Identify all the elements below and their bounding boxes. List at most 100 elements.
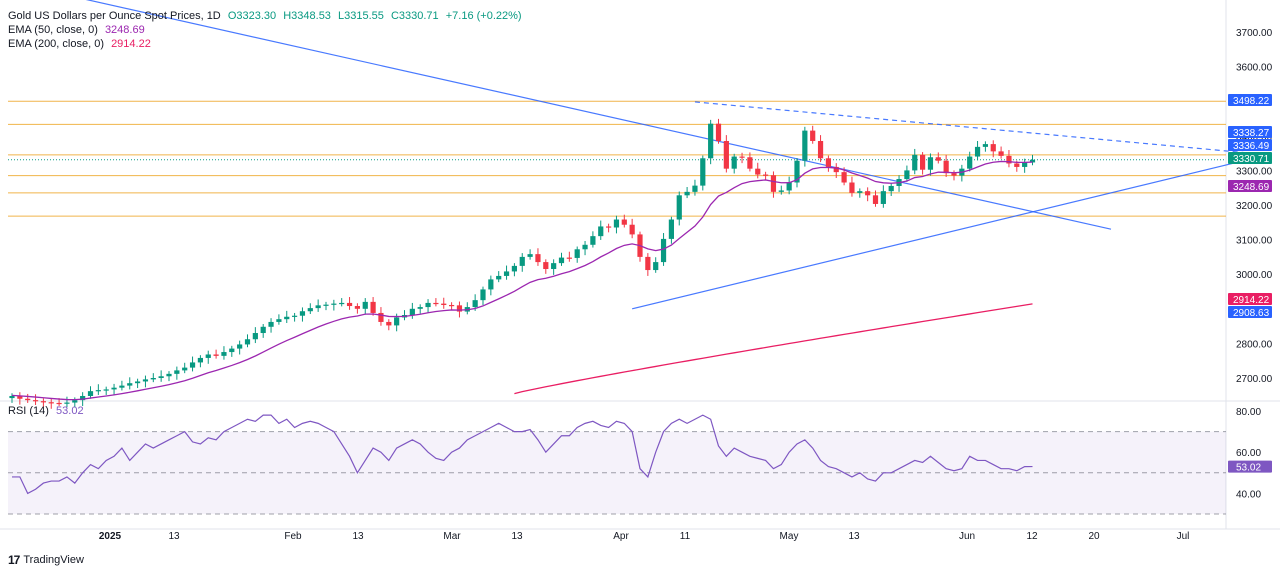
rsi-tick-label: 80.00 xyxy=(1236,407,1261,418)
candle-body xyxy=(786,182,792,191)
ohlc-open: O3323.30 xyxy=(227,10,277,22)
candle-body xyxy=(142,379,149,382)
price-tick-label: 3700.00 xyxy=(1236,28,1273,39)
candlestick-series xyxy=(9,118,1036,409)
time-tick-label: Jul xyxy=(1177,531,1190,542)
price-badge xyxy=(1228,293,1272,305)
candle-body xyxy=(362,301,368,309)
candle-body xyxy=(982,144,988,147)
candle-body xyxy=(197,357,203,363)
time-tick-label: 13 xyxy=(511,531,523,542)
candle-body xyxy=(48,402,54,404)
candle-body xyxy=(441,303,447,305)
rsi-badge xyxy=(1228,460,1272,473)
candle-body xyxy=(32,400,39,402)
candle-body xyxy=(645,256,651,271)
candle-body xyxy=(802,130,808,161)
candle-body xyxy=(166,373,172,377)
candle-body xyxy=(40,401,46,403)
rsi-series xyxy=(8,414,1226,515)
price-tick-label: 3300.00 xyxy=(1236,166,1273,177)
rsi-badge-label: 53.02 xyxy=(1236,463,1261,474)
candle-body xyxy=(723,140,729,169)
candle-body xyxy=(331,303,337,305)
ema200-legend: EMA (200, close, 0) 2914.22 xyxy=(8,38,151,51)
tradingview-brand: TradingView xyxy=(23,554,84,566)
candle-body xyxy=(904,170,910,180)
price-tick-label: 3000.00 xyxy=(1236,270,1273,281)
ema-series xyxy=(11,160,1033,401)
main-legend: Gold US Dollars per Ounce Spot Prices, 1… xyxy=(8,10,522,23)
rsi-tick-label: 40.00 xyxy=(1236,489,1261,500)
time-tick-label: 13 xyxy=(352,531,364,542)
candle-body xyxy=(17,395,23,399)
candle-body xyxy=(488,279,494,290)
time-tick-label: Feb xyxy=(284,531,302,542)
candle-body xyxy=(237,344,243,349)
candle-body xyxy=(480,289,486,301)
candle-body xyxy=(409,308,415,316)
tradingview-logo: 17 TradingView xyxy=(8,553,84,567)
price-badge xyxy=(1228,180,1272,192)
candle-body xyxy=(551,263,557,270)
candle-body xyxy=(629,224,635,235)
candle-body xyxy=(95,390,101,392)
time-axis: 2025 13 Feb 13 Mar 13 Apr 11 May 13 Jun 12 20 Jul xyxy=(99,531,1190,542)
candle-body xyxy=(221,352,227,356)
candle-body xyxy=(888,185,894,192)
trendline xyxy=(85,0,1112,230)
price-badge-label: 2914.22 xyxy=(1233,295,1270,306)
candle-body xyxy=(763,174,769,176)
candle-body xyxy=(229,348,235,353)
candle-body xyxy=(770,175,777,192)
candle-body xyxy=(456,305,463,312)
candle-body xyxy=(566,257,572,259)
price-badge-label: 3330.71 xyxy=(1233,154,1270,165)
candle-body xyxy=(307,308,313,312)
ohlc-close: C3330.71 xyxy=(390,10,439,22)
candle-body xyxy=(511,265,517,272)
candle-body xyxy=(715,123,722,141)
candle-body xyxy=(346,302,353,307)
price-axis: 2700.002800.002900.003000.003100.003200.… xyxy=(1228,28,1273,500)
price-badge xyxy=(1228,126,1272,138)
candle-body xyxy=(535,254,541,263)
candle-body xyxy=(182,367,188,371)
candle-body xyxy=(880,191,886,204)
candle-body xyxy=(370,301,376,313)
price-tick-label: 3200.00 xyxy=(1236,201,1273,212)
candle-body xyxy=(449,304,455,307)
ema200-value: 2914.22 xyxy=(111,38,151,50)
candle-body xyxy=(574,249,580,258)
candle-body xyxy=(857,191,863,193)
price-tick-label: 3600.00 xyxy=(1236,63,1273,74)
candle-body xyxy=(519,256,525,266)
candle-body xyxy=(394,317,400,326)
candle-body xyxy=(606,226,612,228)
candle-body xyxy=(496,275,502,280)
candle-body xyxy=(205,354,211,358)
candle-body xyxy=(692,185,698,192)
candle-body xyxy=(315,305,321,309)
time-tick-label: Mar xyxy=(443,531,461,542)
candle-body xyxy=(872,195,879,204)
candle-body xyxy=(943,160,949,174)
candle-body xyxy=(433,302,439,305)
rsi-line xyxy=(12,414,1033,495)
price-badge-label: 2908.63 xyxy=(1233,308,1270,319)
candle-body xyxy=(590,236,596,245)
candle-body xyxy=(80,395,86,401)
candle-body xyxy=(472,300,478,308)
candle-body xyxy=(653,262,659,271)
candle-body xyxy=(111,387,117,390)
candle-body xyxy=(613,219,620,228)
candle-body xyxy=(778,190,784,192)
rsi-tick-label: 60.00 xyxy=(1236,448,1261,459)
candle-body xyxy=(119,385,125,388)
candle-body xyxy=(755,168,761,175)
candle-body xyxy=(1014,163,1020,167)
ema200-label: EMA (200, close, 0) xyxy=(8,38,104,50)
candle-body xyxy=(299,311,306,316)
tradingview-logo-icon: 17 xyxy=(8,553,20,567)
ema50-legend: EMA (50, close, 0) 3248.69 xyxy=(8,24,145,37)
